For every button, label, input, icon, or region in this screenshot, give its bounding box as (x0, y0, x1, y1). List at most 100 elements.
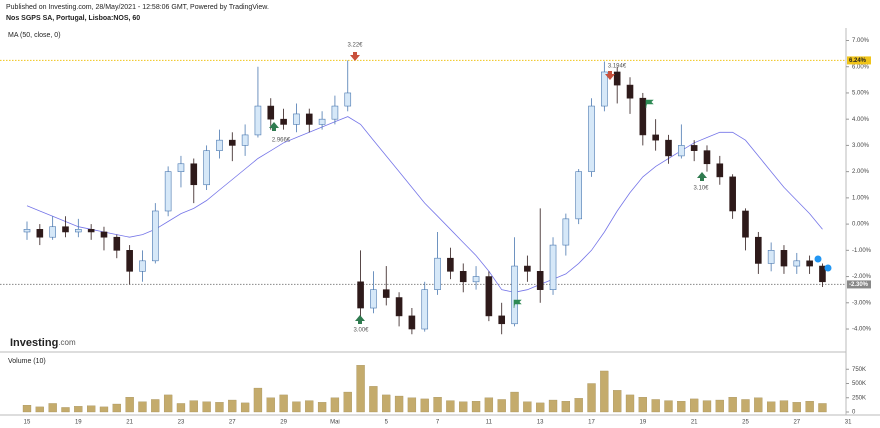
candle-body (716, 163, 724, 178)
flag-marker (513, 299, 522, 308)
candle-body (459, 271, 467, 283)
volume-bar (702, 400, 712, 413)
candle-body (690, 145, 698, 151)
buy-arrow (355, 315, 365, 324)
candle-body (267, 105, 275, 120)
volume-bar (600, 370, 609, 413)
sell-arrow (350, 52, 360, 61)
y-tick-label: -2.00% (852, 274, 872, 280)
candle-body (421, 289, 429, 330)
volume-bar (112, 403, 121, 413)
y-tick-label: 3.00% (852, 143, 870, 149)
candle-body (190, 163, 198, 186)
candle-body (498, 315, 506, 325)
candle-body (755, 236, 762, 264)
candle-body (87, 229, 95, 233)
logo-main: Investing (10, 337, 58, 349)
sell-arrow (605, 71, 615, 80)
volume-bar (48, 403, 57, 413)
candle-body (139, 260, 146, 272)
volume-bar (266, 397, 275, 413)
candle-body (806, 260, 813, 267)
candle-body (382, 289, 390, 298)
candle-body (331, 105, 339, 120)
candle-body (344, 92, 352, 107)
candle-body (575, 171, 582, 220)
price-annotation: 3.194€ (608, 64, 627, 70)
price-annotation: 3.00€ (353, 328, 369, 334)
candle-body (434, 257, 441, 290)
candle-body (588, 105, 595, 172)
candle-body (280, 118, 287, 125)
candle-body (562, 218, 570, 246)
y-tick-label: 0.00% (852, 222, 870, 228)
candle-body (767, 250, 775, 264)
x-tick-label: 23 (178, 420, 185, 426)
candle-body (164, 171, 172, 212)
volume-bar (638, 397, 647, 413)
volume-bar (292, 401, 301, 413)
reference-label: -2.30% (849, 282, 869, 288)
x-tick-label: 27 (229, 420, 236, 426)
volume-bar (715, 399, 724, 413)
volume-bar (510, 391, 519, 413)
volume-bar (625, 394, 635, 413)
reference-label: 6.24% (849, 58, 867, 64)
candle-body (36, 229, 44, 238)
volume-bar (613, 390, 622, 413)
candle-body (152, 210, 159, 262)
logo: Investing.com (10, 337, 76, 349)
volume-bar (125, 397, 134, 413)
volume-bar (317, 402, 327, 413)
y-tick-label: 4.00% (852, 117, 870, 123)
volume-bar (677, 401, 686, 413)
volume-bar (176, 403, 186, 413)
candle-body (75, 229, 82, 233)
candle-body (472, 276, 480, 283)
volume-bar (651, 399, 660, 413)
volume-bar (189, 400, 198, 413)
candle-body (729, 176, 736, 212)
candle-body (639, 97, 647, 136)
x-tick-label: 17 (588, 420, 595, 426)
y-tick-label: 750K (852, 367, 866, 373)
candle-body (305, 113, 313, 125)
price-annotation: 3.10€ (693, 186, 709, 192)
symbol-title: Nos SGPS SA, Portugal, Lisboa:NOS, 60 (6, 15, 140, 22)
volume-bar (305, 400, 314, 413)
volume-bar (215, 402, 224, 413)
volume-bar (664, 400, 673, 413)
x-tick-label: 5 (385, 420, 389, 426)
volume-bar (818, 403, 827, 413)
candle-body (447, 257, 454, 272)
volume-bar (163, 394, 173, 413)
x-tick-label: 11 (486, 420, 493, 426)
x-tick-label: Mai (330, 420, 340, 426)
volume-bar (228, 399, 237, 413)
y-tick-label: -3.00% (852, 300, 872, 306)
volume-bar (779, 400, 789, 413)
x-tick-label: 21 (691, 420, 698, 426)
candle-body (241, 134, 249, 146)
volume-bar (574, 398, 583, 413)
candle-body (665, 139, 672, 157)
candle-body (100, 231, 108, 238)
volume-bar (240, 402, 250, 413)
candle-body (819, 265, 826, 283)
candle-body (254, 105, 262, 136)
volume-bar (330, 397, 340, 413)
volume-bar (587, 383, 596, 413)
volume-bar (766, 401, 776, 413)
x-tick-label: 25 (742, 420, 749, 426)
volume-bar (61, 407, 70, 413)
volume-bar (420, 398, 429, 413)
volume-bar (279, 394, 288, 413)
volume-bar (459, 401, 468, 413)
y-tick-label: 5.00% (852, 91, 870, 97)
candle-body (228, 139, 236, 146)
y-tick-label: 1.00% (852, 195, 870, 201)
published-note: Published on Investing.com, 28/May/2021 … (6, 4, 269, 11)
candle-body (395, 297, 403, 317)
candle-body (370, 289, 377, 309)
event-marker (814, 255, 822, 263)
